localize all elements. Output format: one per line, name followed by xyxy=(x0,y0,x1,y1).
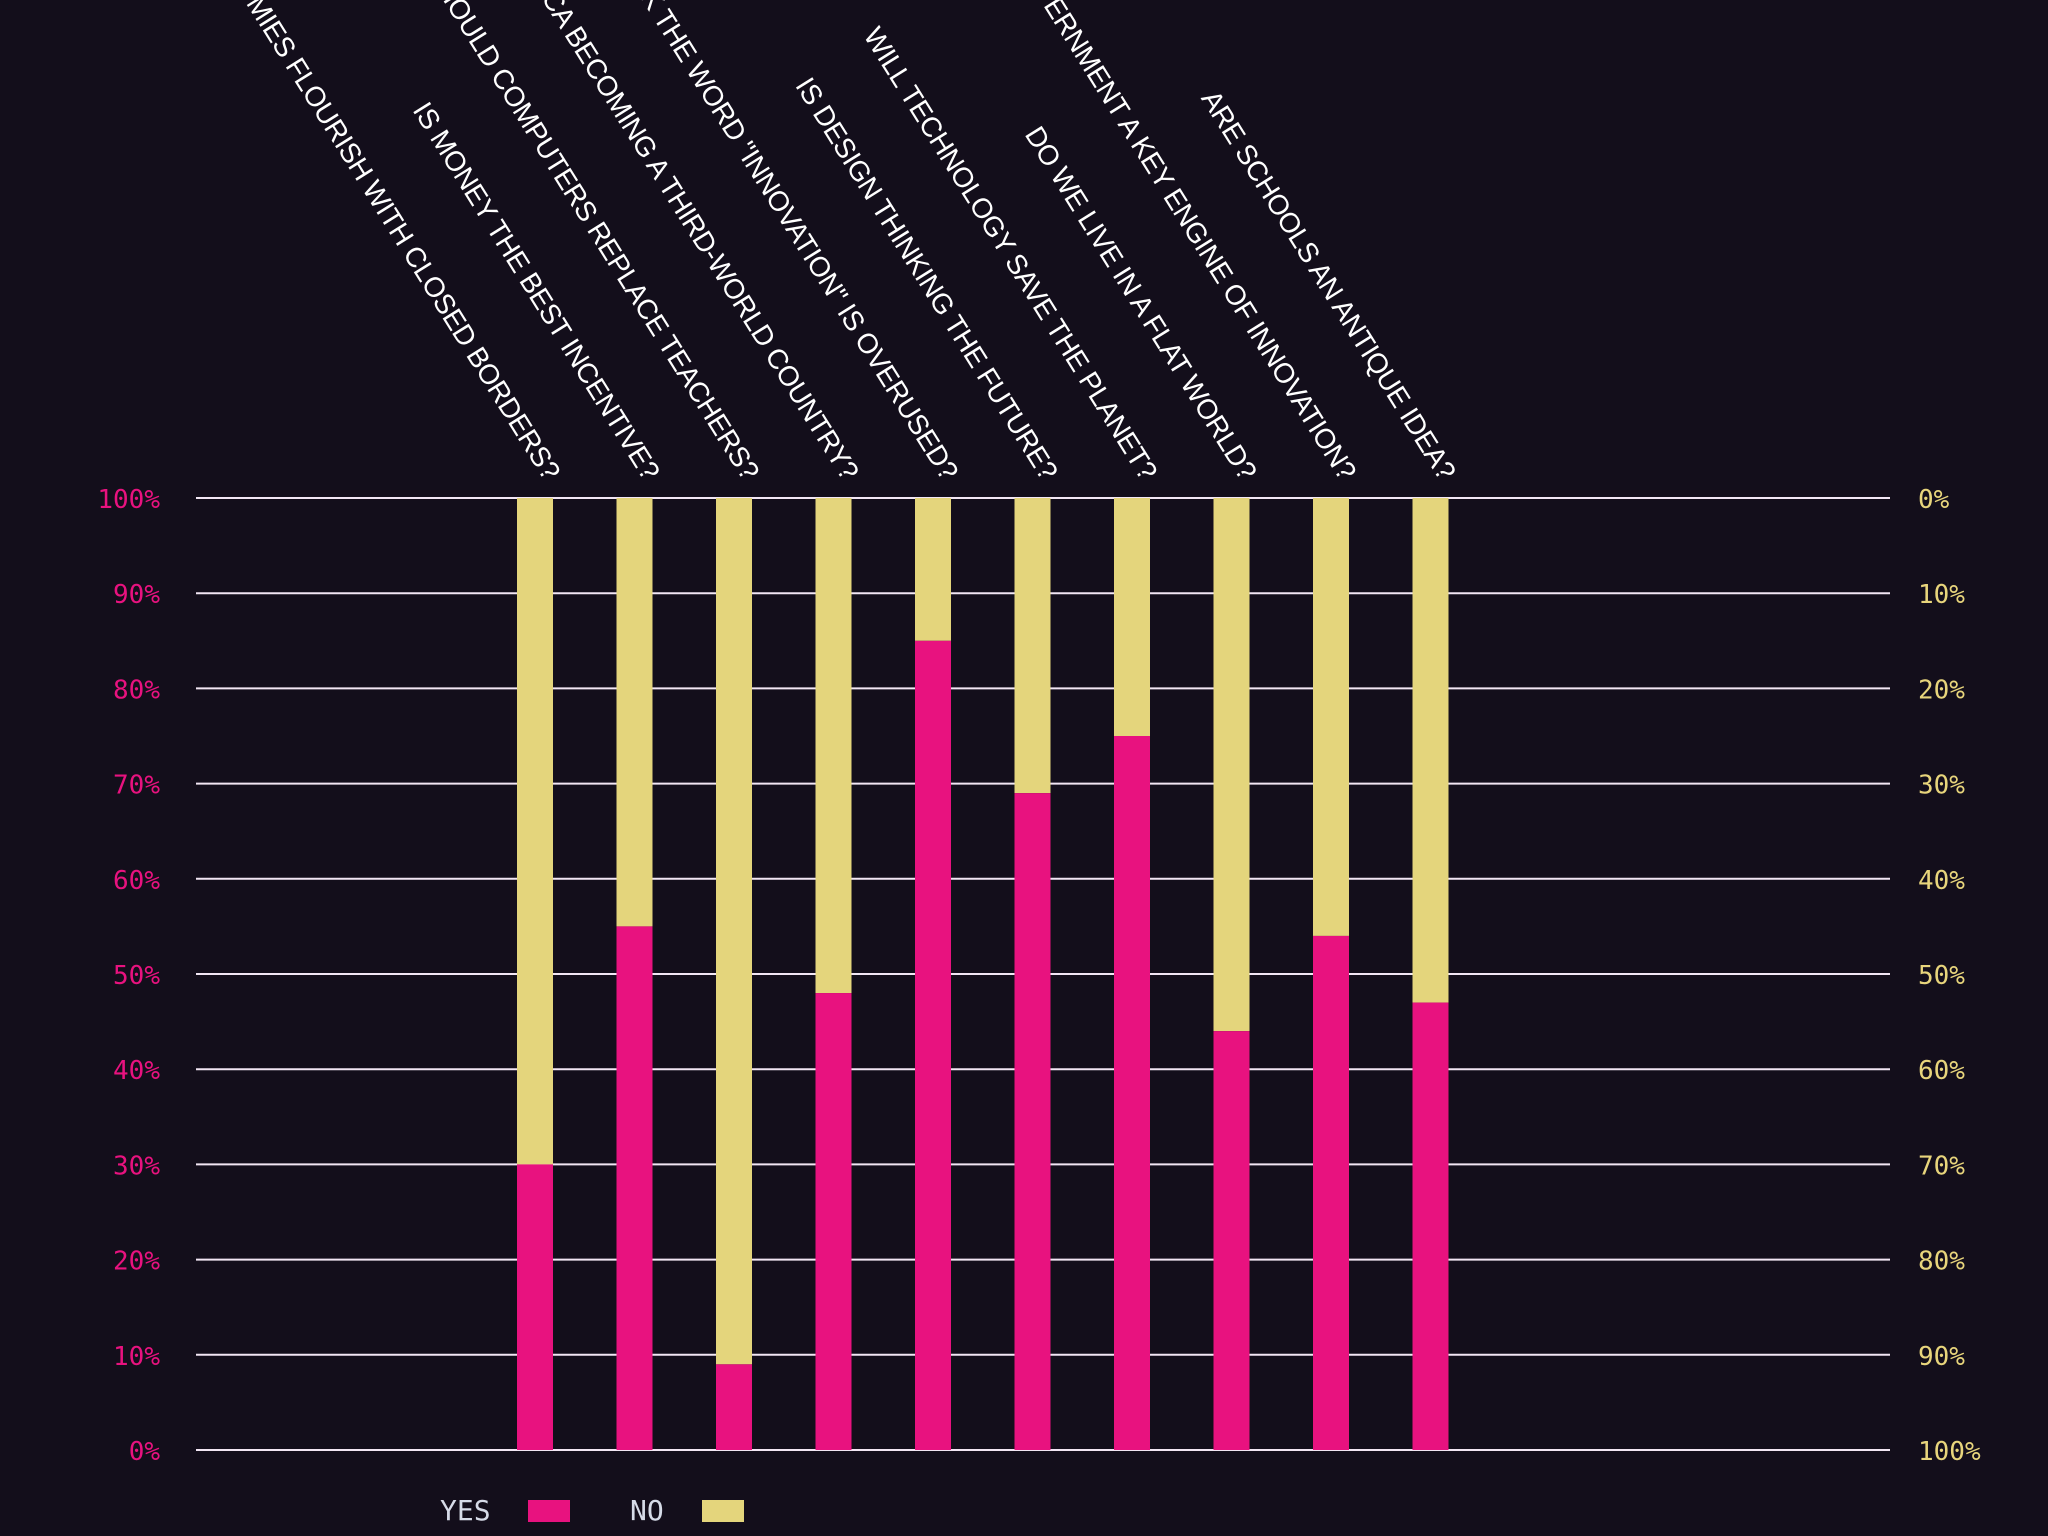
left-tick-label: 90% xyxy=(113,580,160,610)
bars xyxy=(517,498,1449,1450)
bar-no xyxy=(1313,498,1349,936)
bar-no xyxy=(1014,498,1051,794)
bar-no xyxy=(1114,498,1150,736)
bar-yes xyxy=(815,993,852,1450)
right-tick-label: 20% xyxy=(1918,675,1965,705)
right-axis: 100% 90% 80% 70% 60% 50% 40% 30% 20% 10% 0% xyxy=(1918,485,1981,1467)
right-tick-label: 30% xyxy=(1918,771,1965,801)
left-tick-label: 0% xyxy=(129,1437,161,1467)
right-tick-label: 90% xyxy=(1918,1342,1965,1372)
bar-no xyxy=(815,498,852,994)
bar-no xyxy=(915,498,951,641)
left-tick-label: 30% xyxy=(113,1151,160,1181)
left-axis: 0% 10% 20% 30% 40% 50% 60% 70% 80% 90% 100% xyxy=(97,485,160,1467)
bar-yes xyxy=(1213,1031,1250,1450)
bar-yes xyxy=(616,926,653,1450)
right-tick-label: 60% xyxy=(1918,1056,1965,1086)
bar-no xyxy=(1412,498,1449,1003)
left-tick-label: 40% xyxy=(113,1056,160,1086)
bar-yes xyxy=(517,1164,553,1450)
legend-yes-label: YES xyxy=(440,1494,491,1527)
left-tick-label: 60% xyxy=(113,866,160,896)
bar-yes xyxy=(1313,935,1349,1450)
legend: YES NO xyxy=(440,1494,744,1527)
left-tick-label: 50% xyxy=(113,961,160,991)
left-tick-label: 10% xyxy=(113,1342,160,1372)
bar-no xyxy=(716,498,752,1365)
right-tick-label: 70% xyxy=(1918,1151,1965,1181)
bar-no xyxy=(616,498,653,927)
bar-yes xyxy=(1014,793,1051,1450)
left-tick-label: 20% xyxy=(113,1247,160,1277)
right-tick-label: 10% xyxy=(1918,580,1965,610)
right-tick-label: 80% xyxy=(1918,1247,1965,1277)
right-tick-label: 40% xyxy=(1918,866,1965,896)
left-tick-label: 70% xyxy=(113,771,160,801)
right-tick-label: 100% xyxy=(1918,1437,1981,1467)
bar-yes xyxy=(716,1364,752,1450)
right-tick-label: 0% xyxy=(1918,485,1950,515)
bar-no xyxy=(517,498,553,1165)
question-labels: CAN ECONOMIES FLOURISH WITH CLOSED BORDE… xyxy=(153,0,1462,485)
left-tick-label: 80% xyxy=(113,675,160,705)
bar-yes xyxy=(1412,1002,1449,1450)
legend-no-swatch xyxy=(702,1500,744,1522)
legend-no-label: NO xyxy=(630,1494,664,1527)
bar-no xyxy=(1213,498,1250,1032)
bar-yes xyxy=(915,640,951,1450)
bar-yes xyxy=(1114,736,1150,1450)
left-tick-label: 100% xyxy=(97,485,160,515)
legend-yes-swatch xyxy=(528,1500,570,1522)
right-tick-label: 50% xyxy=(1918,961,1965,991)
